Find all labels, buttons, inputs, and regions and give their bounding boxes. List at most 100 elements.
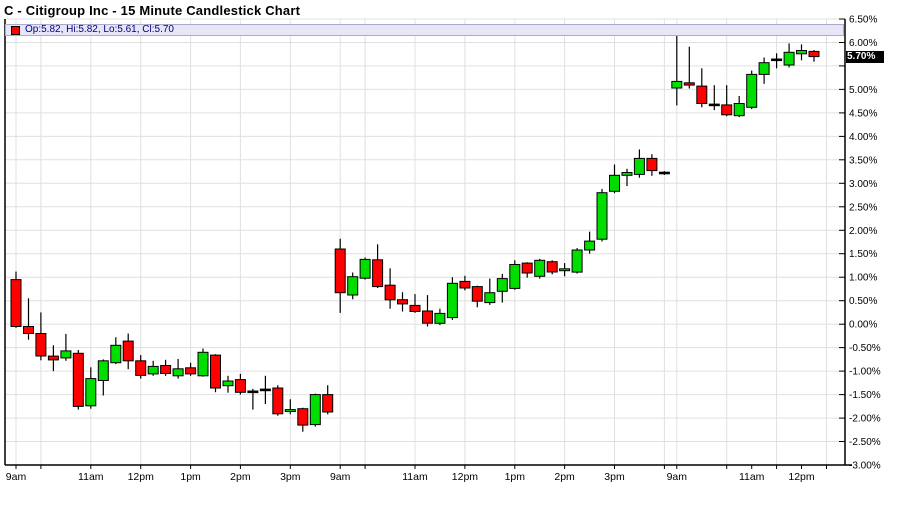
candle-body-down xyxy=(546,261,558,273)
candle xyxy=(671,35,683,106)
candle-body-down xyxy=(47,355,59,361)
candle-body-up xyxy=(584,240,596,251)
y-axis-label: -0.50% xyxy=(849,343,881,354)
candle-body-up xyxy=(496,278,508,292)
candle-body-up xyxy=(197,351,209,377)
candle-body-up xyxy=(60,350,72,359)
candle-body-down xyxy=(72,352,84,407)
candle xyxy=(185,362,197,376)
x-axis-label: 9am xyxy=(330,471,351,483)
candle xyxy=(496,273,508,303)
candle xyxy=(234,373,246,395)
y-axis-label: 1.50% xyxy=(849,249,877,260)
legend-bar: Op:5.82, Hi:5.82, Lo:5.61, Cl:5.70 xyxy=(5,24,844,36)
y-axis-label: 6.00% xyxy=(849,38,877,49)
candle-body-up xyxy=(609,174,620,192)
candle xyxy=(683,46,695,89)
candle xyxy=(633,149,645,178)
candle xyxy=(471,285,483,308)
candle xyxy=(334,238,346,313)
candle-body-up xyxy=(621,172,633,176)
candle xyxy=(646,154,658,176)
chart-title: C - Citigroup Inc - 15 Minute Candlestic… xyxy=(4,3,301,18)
candle xyxy=(23,298,34,340)
y-axis-label: -3.00% xyxy=(849,461,881,472)
candle xyxy=(484,278,496,305)
y-axis-label: 4.50% xyxy=(849,108,877,119)
candle xyxy=(272,385,284,416)
candle xyxy=(347,272,359,300)
candle-body-down xyxy=(35,333,47,357)
candle-body-up xyxy=(509,264,521,289)
candle xyxy=(459,275,471,291)
candle xyxy=(297,407,309,432)
y-axis-label: 2.50% xyxy=(849,202,877,213)
y-axis-label: 5.00% xyxy=(849,85,877,96)
candle xyxy=(259,375,271,404)
candle xyxy=(796,44,807,61)
x-axis-label: 12pm xyxy=(128,471,155,483)
candle-body-down xyxy=(272,387,284,415)
candle xyxy=(658,171,670,175)
candle-body-down xyxy=(808,50,820,58)
candle-body-up xyxy=(633,157,645,175)
y-axis-label: 0.50% xyxy=(849,296,877,307)
x-axis-label: 9am xyxy=(667,471,688,483)
candle xyxy=(359,257,371,280)
candle xyxy=(72,350,84,410)
last-price-badge: 5.70% xyxy=(846,51,884,63)
candle-body-down xyxy=(234,379,246,393)
candle xyxy=(534,258,546,279)
candle-body-down xyxy=(459,280,471,289)
candle xyxy=(521,262,533,278)
x-axis-labels: 9am 11am 12pm 1pm 2pm 3pm 9am 11am 12pm 1pm 2pm 3pm… xyxy=(6,471,815,483)
candle-body-up xyxy=(746,73,758,108)
x-axis-label: 1pm xyxy=(505,471,526,483)
candle-body-up xyxy=(571,249,583,273)
y-axis-label: 6.50% xyxy=(849,15,877,26)
candle xyxy=(172,358,184,379)
y-axis-label: 4.00% xyxy=(849,132,877,143)
candle xyxy=(384,268,396,309)
candle xyxy=(422,295,433,327)
candle-body-up xyxy=(783,51,795,66)
candle xyxy=(746,70,758,110)
candle xyxy=(197,348,209,377)
candle-body-up xyxy=(172,368,184,377)
x-axis-label: 11am xyxy=(402,471,428,483)
candle xyxy=(47,345,59,372)
candle xyxy=(35,312,47,361)
candle-body-doji xyxy=(708,103,720,107)
candle xyxy=(160,359,172,376)
y-axis-label: -1.50% xyxy=(849,390,881,401)
y-axis-label: 2.00% xyxy=(849,226,877,237)
candle-body-down xyxy=(721,104,733,116)
candle-body-down xyxy=(10,279,22,328)
candle xyxy=(771,53,783,69)
y-axis-label: 3.00% xyxy=(849,179,877,190)
candle xyxy=(122,333,134,370)
candle xyxy=(546,260,558,275)
candle-body-up xyxy=(596,192,608,240)
y-axis-label: 1.00% xyxy=(849,273,877,284)
y-axis-label: -2.50% xyxy=(849,437,881,448)
candle xyxy=(210,354,221,393)
x-axis-label: 3pm xyxy=(280,471,301,483)
candle xyxy=(559,263,571,277)
candle-body-up xyxy=(309,394,321,426)
x-axis-label: 2pm xyxy=(554,471,575,483)
candle-body-down xyxy=(322,394,334,413)
candle-body-down xyxy=(372,259,384,288)
candle-body-down xyxy=(471,286,483,302)
candle xyxy=(733,96,745,118)
x-axis-label: 1pm xyxy=(180,471,201,483)
candle-body-doji xyxy=(658,171,670,175)
y-axis-label: 3.50% xyxy=(849,155,877,166)
candle xyxy=(446,277,458,320)
x-axis-label: 12pm xyxy=(452,471,479,483)
candle xyxy=(85,367,97,409)
x-axis-label: 2pm xyxy=(230,471,251,483)
candle-body-down xyxy=(297,408,309,426)
candle-body-down xyxy=(384,284,396,301)
horizontal-gridlines xyxy=(5,18,845,466)
